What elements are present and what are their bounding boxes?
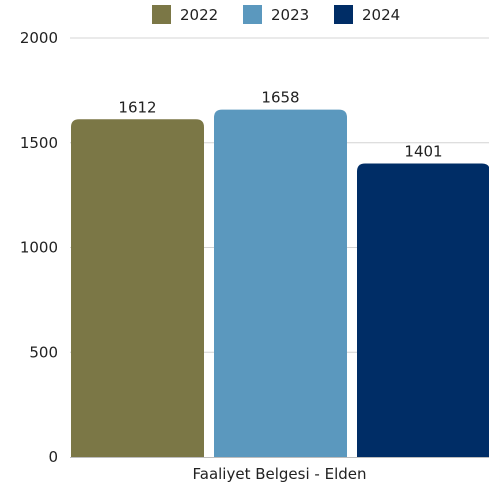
data-label-2023: 1658 — [261, 89, 299, 107]
y-axis: 0 500 1000 1500 2000 — [20, 29, 58, 466]
legend-label-2023: 2023 — [271, 6, 309, 24]
y-tick-label: 0 — [48, 448, 58, 466]
bar-2022[interactable] — [71, 119, 204, 457]
x-category-label: Faaliyet Belgesi - Elden — [193, 465, 367, 483]
legend-swatch-2024 — [334, 5, 353, 24]
y-tick-label: 2000 — [20, 29, 58, 47]
data-label-2024: 1401 — [404, 142, 442, 160]
y-tick-label: 1000 — [20, 239, 58, 257]
y-tick-label: 500 — [29, 343, 58, 361]
bar-series — [71, 109, 489, 458]
y-tick-label: 1500 — [20, 134, 58, 152]
legend-label-2024: 2024 — [362, 6, 400, 24]
bar-2023[interactable] — [214, 109, 347, 458]
x-axis: Faaliyet Belgesi - Elden — [70, 457, 489, 483]
legend-label-2022: 2022 — [180, 6, 218, 24]
bar-2024[interactable] — [357, 163, 489, 457]
chart-legend: 2022 2023 2024 — [152, 5, 400, 24]
legend-swatch-2023 — [243, 5, 262, 24]
data-labels: 1612 1658 1401 — [118, 89, 442, 161]
data-label-2022: 1612 — [118, 98, 156, 116]
legend-swatch-2022 — [152, 5, 171, 24]
